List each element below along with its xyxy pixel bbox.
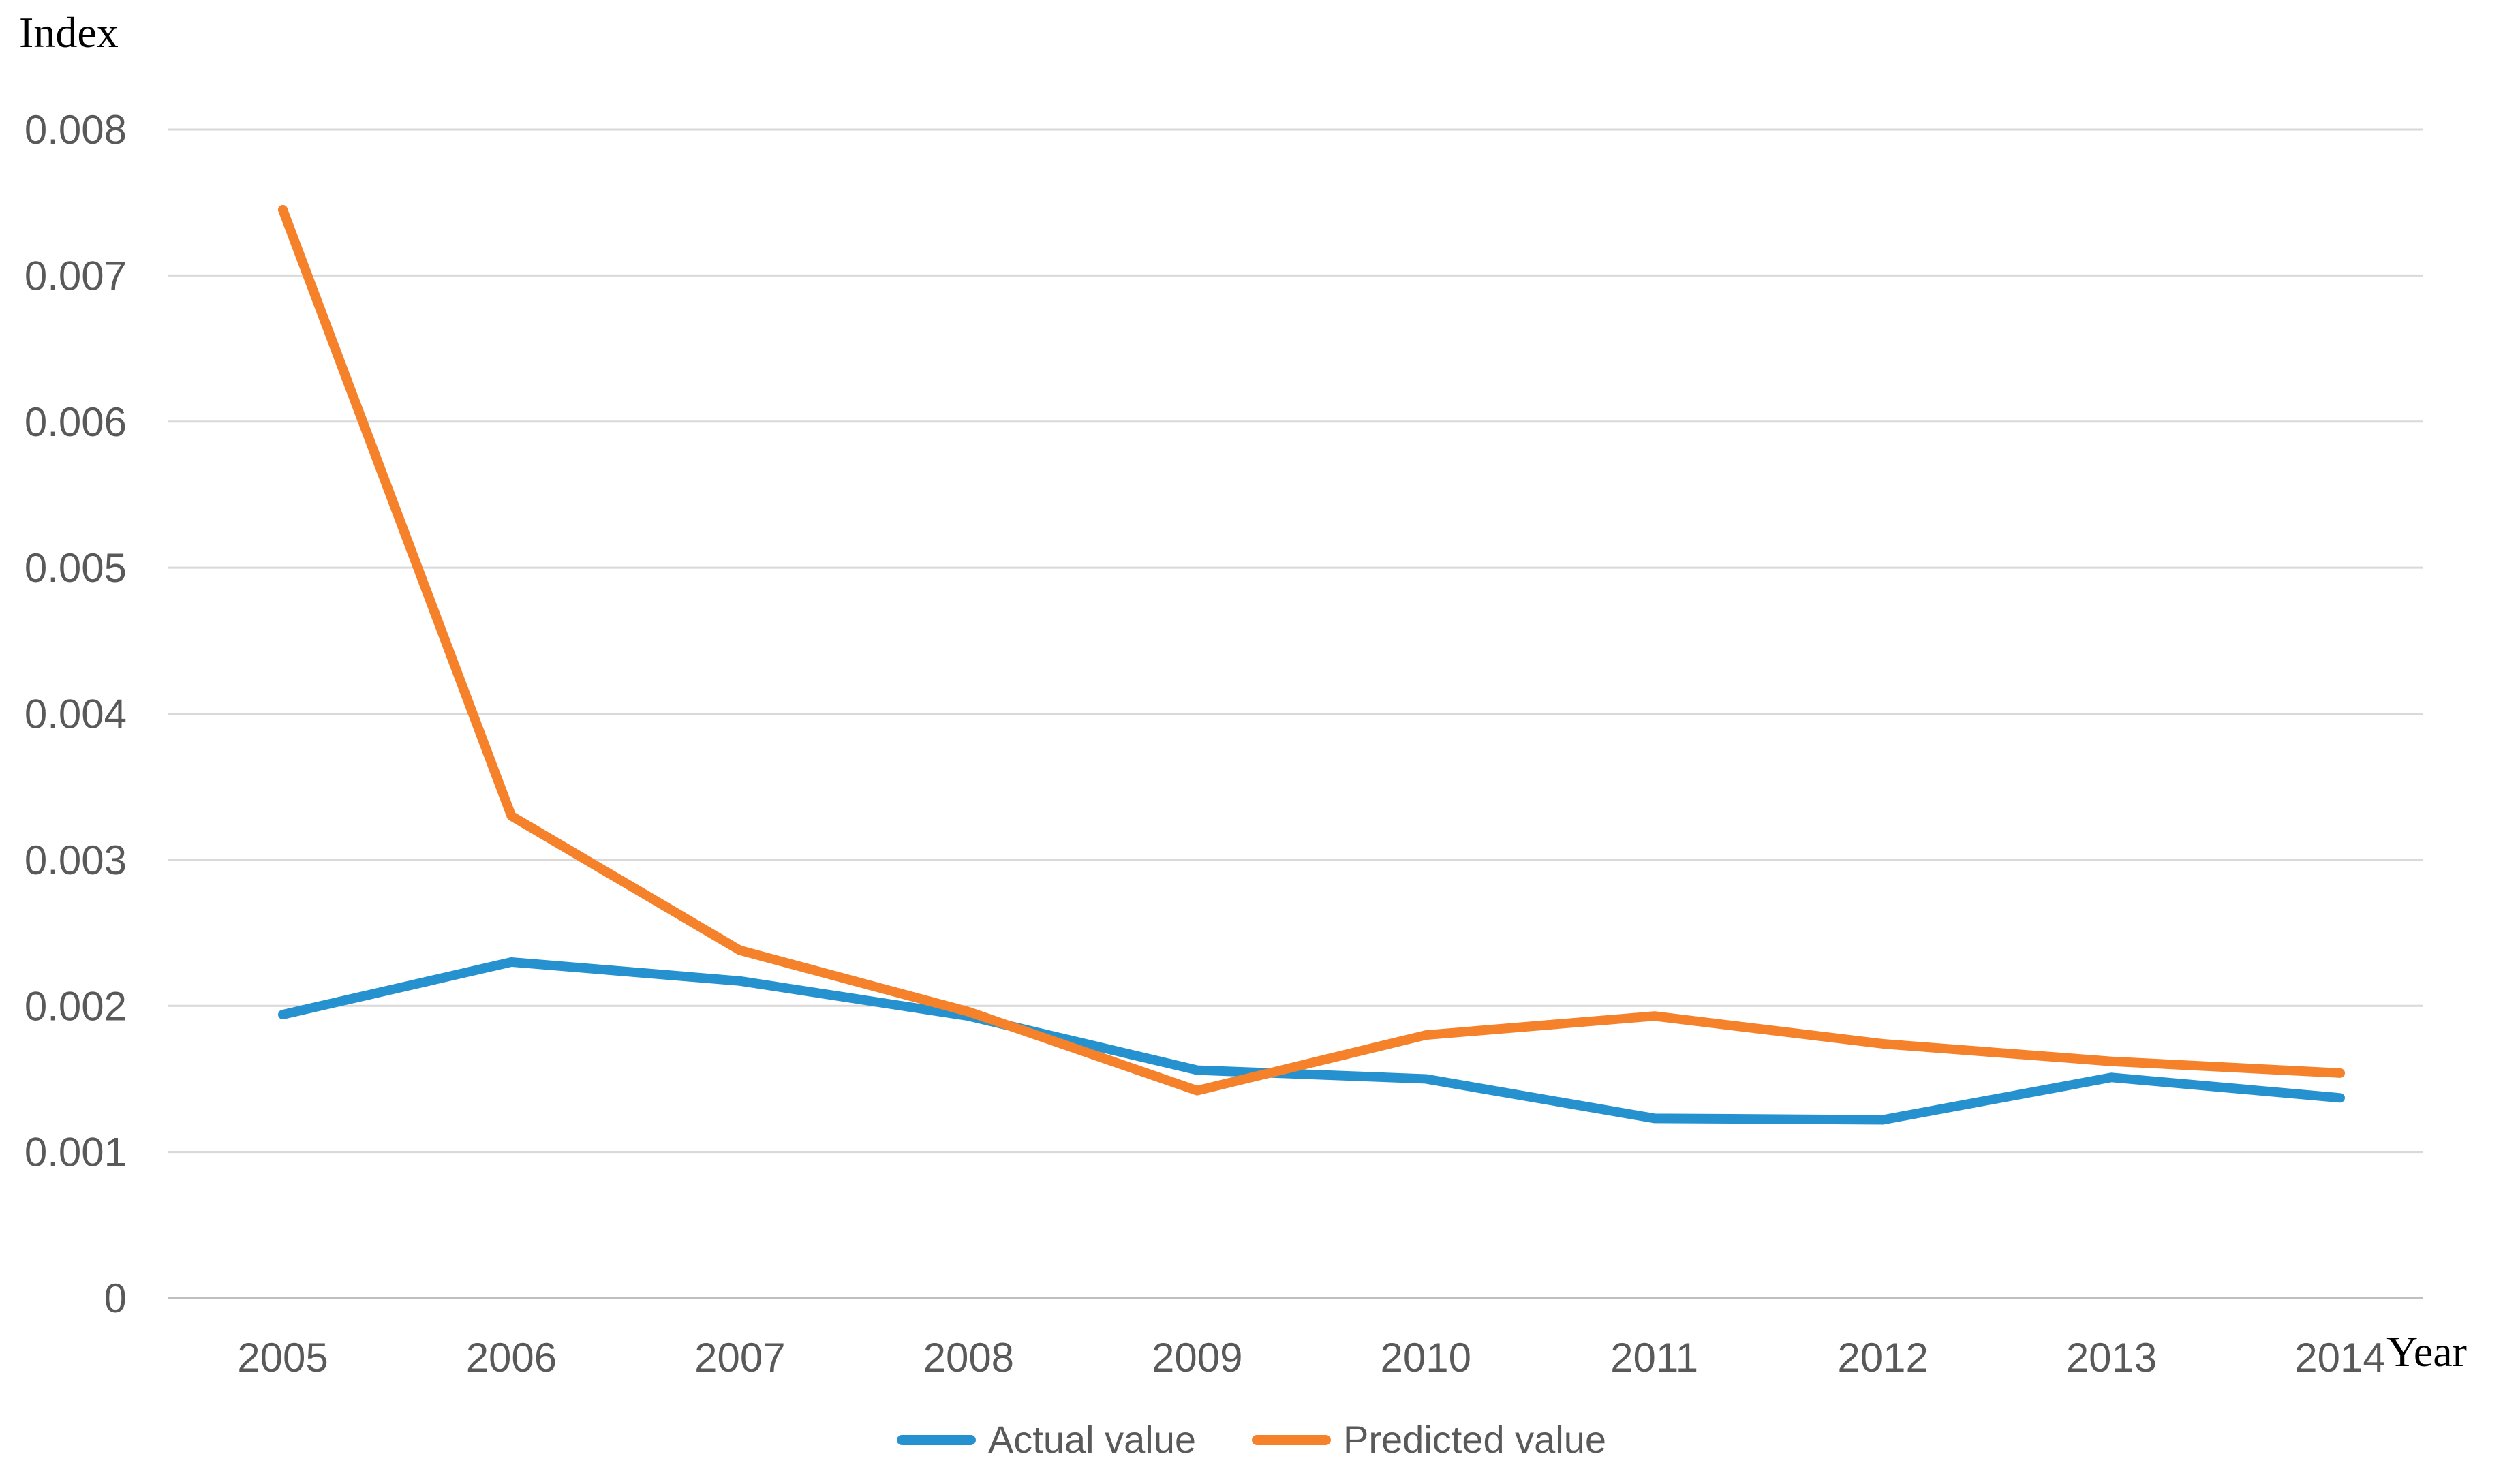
y-tick-label-0.003: 0.003 [25, 837, 127, 883]
x-tick-label-2008: 2008 [923, 1335, 1014, 1380]
y-tick-label-0.001: 0.001 [25, 1130, 127, 1175]
series-line-actual-value [278, 957, 2345, 1125]
series-line-predicted-value [278, 204, 2345, 1096]
x-tick-label-2005: 2005 [237, 1335, 328, 1380]
x-tick-label-2011: 2011 [1610, 1335, 1698, 1380]
legend-label-predicted-value: Predicted value [1343, 1418, 1607, 1461]
x-tick-label-2010: 2010 [1380, 1335, 1471, 1380]
legend-item-actual-value: Actual value [896, 1418, 1197, 1461]
y-tick-label-0: 0 [104, 1276, 127, 1321]
x-tick-label-2007: 2007 [694, 1335, 785, 1380]
y-tick-label-0.007: 0.007 [25, 253, 127, 298]
legend-item-predicted-value: Predicted value [1252, 1421, 1606, 1459]
y-tick-label-0.008: 0.008 [25, 107, 127, 153]
legend-swatch-actual-value [896, 1434, 976, 1445]
x-tick-label-2006: 2006 [466, 1335, 557, 1380]
x-axis-title: Year [2386, 1327, 2467, 1376]
legend-swatch-predicted-value [1252, 1434, 1332, 1445]
legend: Actual value Predicted value [0, 1409, 2503, 1470]
x-tick-label-2014: 2014 [2294, 1335, 2385, 1380]
y-tick-label-0.004: 0.004 [25, 692, 127, 737]
y-tick-label-0.005: 0.005 [25, 545, 127, 591]
x-tick-label-2009: 2009 [1152, 1335, 1242, 1380]
y-axis-title: Index [19, 8, 119, 57]
y-tick-label-0.006: 0.006 [25, 399, 127, 445]
x-tick-label-2012: 2012 [1837, 1335, 1928, 1380]
x-tick-label-2013: 2013 [2066, 1335, 2157, 1380]
y-tick-label-0.002: 0.002 [25, 983, 127, 1029]
legend-label-actual-value: Actual value [987, 1418, 1197, 1461]
